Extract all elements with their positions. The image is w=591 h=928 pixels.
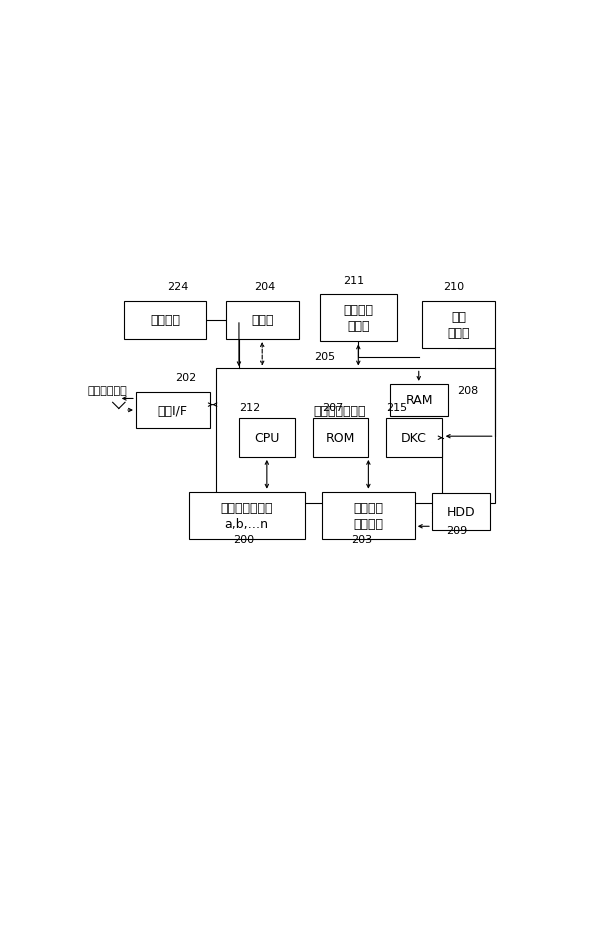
Text: 外部I/F: 外部I/F xyxy=(158,404,188,417)
Bar xyxy=(124,302,206,340)
Text: 209: 209 xyxy=(446,525,467,535)
Bar xyxy=(239,419,295,458)
Text: HDD: HDD xyxy=(447,506,475,519)
Text: CPU: CPU xyxy=(254,432,280,445)
Text: 210: 210 xyxy=(444,282,465,292)
Text: 212: 212 xyxy=(239,403,260,413)
Bar xyxy=(216,369,495,504)
Text: 200: 200 xyxy=(233,535,254,545)
Text: 外部デバイス: 外部デバイス xyxy=(88,386,128,396)
Text: 211: 211 xyxy=(343,276,365,285)
Text: 224: 224 xyxy=(167,282,189,292)
Bar xyxy=(320,294,397,342)
Text: 204: 204 xyxy=(254,282,275,292)
Text: DKC: DKC xyxy=(401,432,427,445)
Text: 215: 215 xyxy=(386,403,407,413)
Text: コントローラ部: コントローラ部 xyxy=(313,405,366,418)
Text: 205: 205 xyxy=(314,352,335,361)
Bar xyxy=(189,492,305,540)
Bar xyxy=(432,494,490,531)
Bar xyxy=(386,419,442,458)
Text: プリンタ
ユニット: プリンタ ユニット xyxy=(353,501,384,531)
Text: シート処理装置
a,b,…n: シート処理装置 a,b,…n xyxy=(220,501,273,531)
Text: メディア
管理部: メディア 管理部 xyxy=(343,303,374,333)
Text: 203: 203 xyxy=(351,535,372,545)
Bar xyxy=(322,492,415,540)
Bar xyxy=(422,302,495,349)
Text: 207: 207 xyxy=(322,403,343,413)
Text: 202: 202 xyxy=(176,373,197,383)
Bar xyxy=(390,384,448,417)
Bar xyxy=(226,302,300,340)
Text: スキャナ: スキャナ xyxy=(150,314,180,327)
Bar xyxy=(313,419,368,458)
Text: 208: 208 xyxy=(457,386,478,396)
Bar xyxy=(136,393,209,429)
Text: RAM: RAM xyxy=(405,394,433,407)
Text: 操作部: 操作部 xyxy=(251,314,274,327)
Text: ROM: ROM xyxy=(326,432,355,445)
Text: 圧縮
展開部: 圧縮 展開部 xyxy=(447,311,470,340)
